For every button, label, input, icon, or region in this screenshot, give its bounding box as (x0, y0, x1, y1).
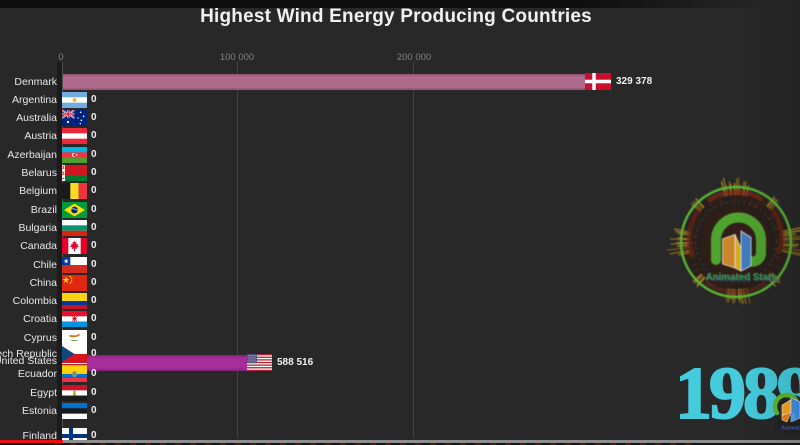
svg-text:Animated Stats: Animated Stats (706, 273, 778, 284)
svg-text:Animated Stats: Animated Stats (705, 272, 777, 283)
svg-text:Animated Stats: Animated Stats (781, 426, 800, 432)
